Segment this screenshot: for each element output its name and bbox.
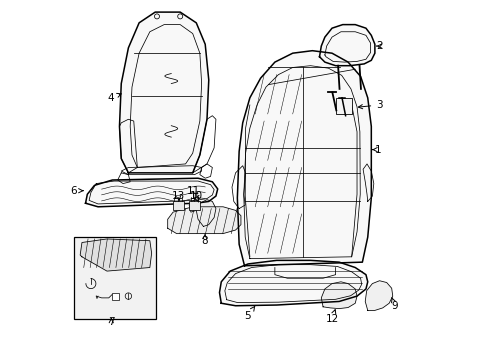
Text: 6: 6 <box>70 186 83 196</box>
Polygon shape <box>167 207 241 234</box>
Text: 3: 3 <box>358 100 382 110</box>
Polygon shape <box>80 239 151 271</box>
Polygon shape <box>237 51 370 266</box>
Polygon shape <box>85 178 217 207</box>
Text: 5: 5 <box>244 306 254 321</box>
Polygon shape <box>319 24 374 66</box>
Text: 10: 10 <box>189 191 203 201</box>
FancyBboxPatch shape <box>189 202 200 210</box>
FancyBboxPatch shape <box>112 293 119 300</box>
Text: 8: 8 <box>201 234 207 247</box>
Polygon shape <box>365 281 392 310</box>
FancyBboxPatch shape <box>335 98 351 114</box>
Text: 13: 13 <box>171 191 184 201</box>
Text: 12: 12 <box>325 310 338 324</box>
Text: 2: 2 <box>375 41 382 51</box>
FancyBboxPatch shape <box>173 202 183 210</box>
Text: 4: 4 <box>107 93 121 103</box>
Polygon shape <box>196 200 216 226</box>
Text: 9: 9 <box>391 298 397 311</box>
Polygon shape <box>119 12 208 173</box>
Text: 7: 7 <box>108 317 114 327</box>
Polygon shape <box>219 260 367 306</box>
Text: 1: 1 <box>371 145 381 155</box>
Polygon shape <box>321 282 356 309</box>
Text: 11: 11 <box>187 186 200 202</box>
FancyBboxPatch shape <box>74 237 156 319</box>
